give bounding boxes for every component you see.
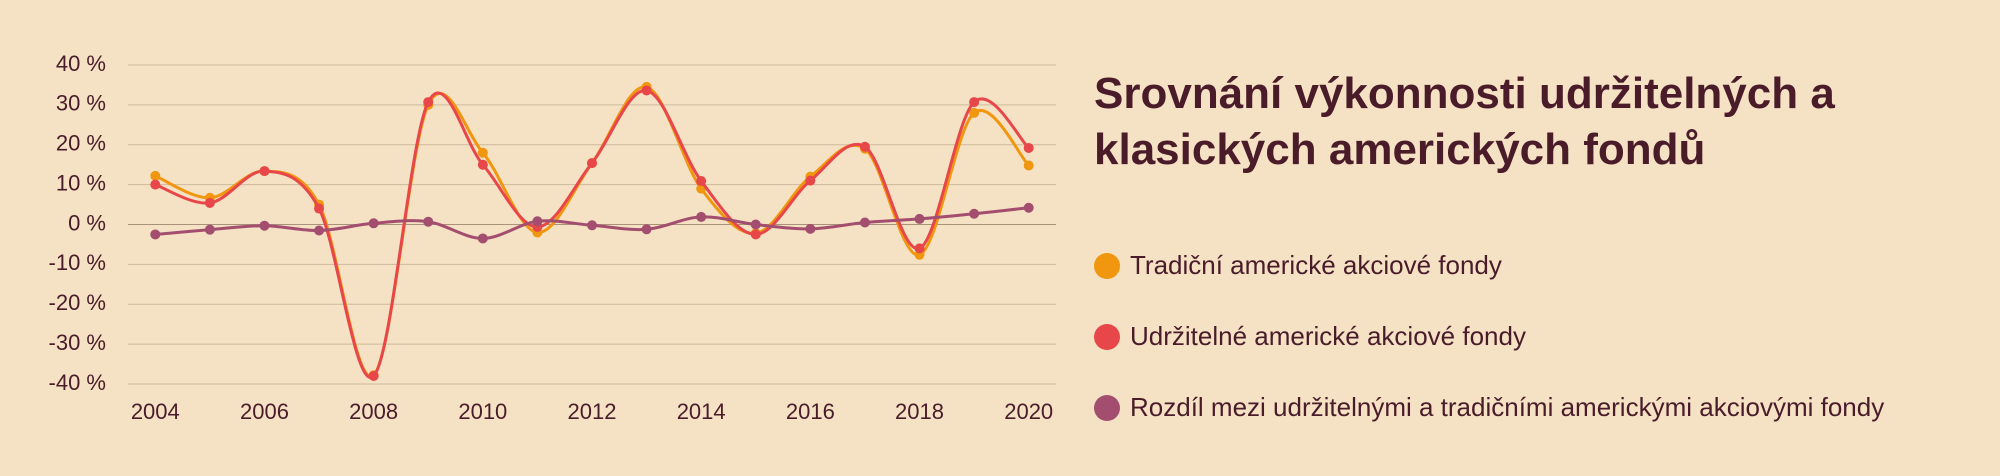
x-tick-label: 2004 (131, 399, 180, 424)
data-point (914, 213, 925, 224)
data-point (204, 197, 215, 208)
data-point (532, 216, 543, 227)
x-tick-label: 2020 (1004, 399, 1053, 424)
data-point (314, 203, 325, 214)
series-line (154, 89, 1030, 379)
y-tick-label: 40 % (56, 51, 106, 76)
chart-title: Srovnání výkonnosti udržitelných a klasi… (1094, 69, 1835, 174)
data-point (150, 170, 161, 181)
series-line (154, 85, 1030, 378)
legend-label: Tradiční americké akciové fondy (1130, 250, 1502, 280)
data-point (477, 233, 488, 244)
x-tick-label: 2014 (677, 399, 726, 424)
y-tick-label: -20 % (49, 290, 106, 315)
y-tick-label: 10 % (56, 170, 106, 195)
chart: -40 % -30 % -20 % -10 % 0 % 10 % 20 % 30 % 40 % 2… (49, 51, 1056, 424)
x-tick-label: 2006 (240, 399, 289, 424)
data-point (969, 208, 980, 219)
x-tick-label: 2016 (786, 399, 835, 424)
data-point (368, 371, 379, 382)
legend-marker (1094, 252, 1120, 279)
data-point (750, 229, 761, 240)
data-point (641, 85, 652, 96)
x-tick-label: 2018 (895, 399, 944, 424)
data-point (587, 220, 597, 231)
data-point (859, 141, 870, 152)
data-point (477, 159, 488, 170)
legend: Tradiční americké akciové fondy Udržiteln… (1094, 230, 1884, 443)
data-point (1023, 142, 1034, 153)
y-tick-label: 0 % (68, 210, 106, 235)
y-tick-label: -10 % (49, 250, 106, 275)
y-tick-label: 30 % (56, 91, 106, 116)
data-point (477, 147, 488, 158)
data-point (969, 97, 980, 108)
data-point (259, 220, 270, 231)
data-point (259, 166, 270, 177)
y-tick-label: -40 % (49, 370, 106, 395)
data-point (641, 224, 652, 235)
legend-label: Rozdíl mezi udržitelnými a tradičními am… (1130, 392, 1885, 422)
data-point (696, 211, 707, 222)
x-tick-label: 2012 (568, 399, 617, 424)
data-point (914, 243, 925, 254)
legend-item: Tradiční americké akciové fondy (1094, 230, 1884, 301)
y-tick-label: -30 % (49, 330, 106, 355)
data-point (368, 218, 379, 229)
legend-item: Rozdíl mezi udržitelnými a tradičními am… (1094, 372, 1884, 443)
data-point (150, 179, 161, 190)
data-point (969, 107, 980, 118)
legend-marker (1094, 394, 1120, 421)
data-point (150, 229, 161, 240)
data-point (859, 217, 870, 228)
data-point (314, 225, 325, 236)
data-point (805, 175, 816, 186)
data-point (204, 224, 215, 235)
data-point (696, 176, 707, 187)
data-point (423, 97, 434, 108)
data-point (750, 219, 761, 230)
x-tick-label: 2010 (458, 399, 507, 424)
legend-label: Udržitelné americké akciové fondy (1130, 321, 1526, 351)
data-point (1023, 202, 1034, 213)
data-point (423, 216, 434, 227)
data-point (587, 158, 597, 169)
y-tick-label: 20 % (56, 131, 106, 156)
legend-item: Udržitelné americké akciové fondy (1094, 301, 1884, 372)
legend-marker (1094, 323, 1120, 350)
data-point (1023, 160, 1034, 171)
data-point (805, 223, 816, 234)
x-tick-label: 2008 (349, 399, 398, 424)
